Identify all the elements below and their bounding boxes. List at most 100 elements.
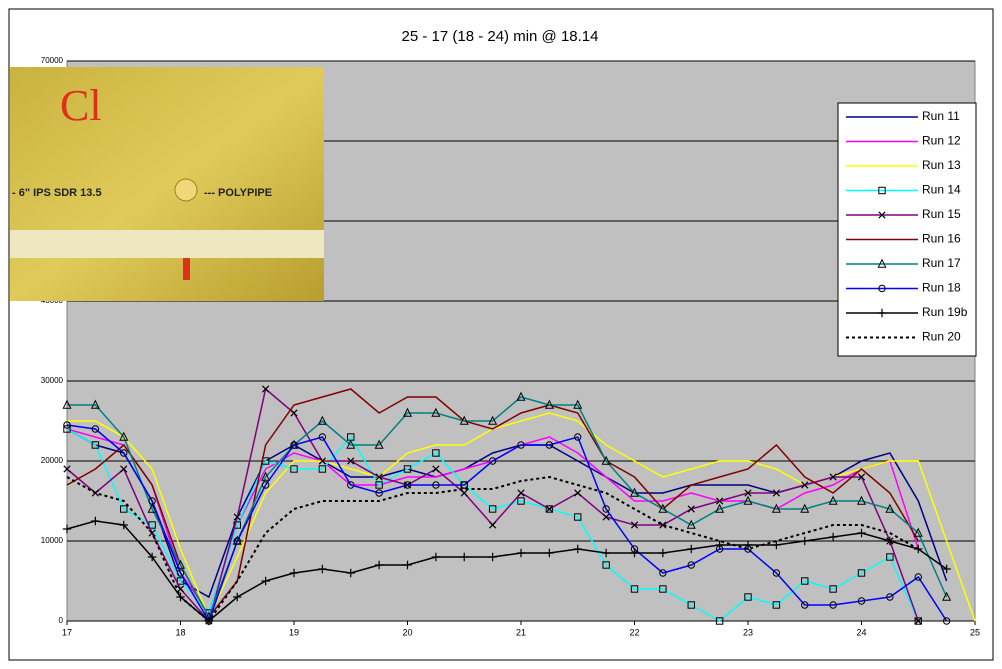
marker bbox=[658, 548, 668, 558]
marker bbox=[403, 481, 412, 489]
legend-label: Run 15 bbox=[922, 207, 961, 221]
marker bbox=[317, 415, 327, 425]
marker bbox=[460, 481, 468, 489]
marker bbox=[743, 495, 753, 505]
series-line bbox=[66, 475, 919, 623]
marker bbox=[431, 407, 441, 417]
marker bbox=[516, 391, 526, 401]
legend-label: Run 17 bbox=[922, 256, 961, 270]
legend-label: Run 18 bbox=[922, 281, 961, 295]
marker bbox=[857, 528, 866, 538]
marker bbox=[346, 439, 356, 449]
x-tick-label: 20 bbox=[402, 627, 412, 637]
x-tick-label: 19 bbox=[289, 627, 299, 637]
marker bbox=[347, 481, 355, 489]
marker bbox=[601, 548, 611, 558]
photo-text: --- POLYPIPE bbox=[204, 187, 272, 199]
marker bbox=[120, 465, 128, 473]
marker bbox=[119, 520, 128, 530]
marker bbox=[658, 503, 668, 513]
series-line bbox=[67, 396, 948, 619]
marker bbox=[517, 441, 525, 449]
x-tick-label: 23 bbox=[743, 627, 753, 637]
marker bbox=[878, 211, 886, 219]
marker bbox=[574, 433, 582, 441]
series-line bbox=[66, 520, 948, 622]
marker bbox=[488, 457, 497, 465]
marker bbox=[147, 503, 157, 513]
x-tick-label: 21 bbox=[516, 627, 526, 637]
marker bbox=[857, 597, 866, 605]
marker bbox=[432, 465, 440, 473]
legend-box bbox=[837, 102, 977, 357]
legend-marker bbox=[878, 284, 886, 293]
marker bbox=[91, 441, 100, 449]
marker bbox=[602, 561, 610, 569]
marker bbox=[800, 503, 810, 513]
marker bbox=[63, 425, 71, 433]
marker bbox=[602, 505, 610, 513]
marker bbox=[942, 564, 951, 574]
marker bbox=[687, 601, 695, 609]
photo-background bbox=[10, 67, 324, 301]
marker bbox=[148, 497, 156, 505]
marker bbox=[601, 455, 611, 465]
marker bbox=[574, 513, 582, 521]
marker bbox=[489, 521, 497, 529]
marker bbox=[743, 540, 753, 550]
legend-label: Run 14 bbox=[922, 183, 961, 197]
series-lines bbox=[62, 385, 976, 626]
x-tick-label: 22 bbox=[629, 627, 639, 637]
photo-text: - 6" IPS SDR 13.5 bbox=[12, 187, 102, 199]
x-tick-label: 17 bbox=[62, 627, 72, 637]
marker bbox=[630, 521, 639, 529]
marker bbox=[914, 617, 922, 625]
marker bbox=[878, 186, 886, 195]
marker bbox=[261, 471, 271, 481]
marker bbox=[176, 569, 185, 577]
marker bbox=[772, 601, 781, 609]
legend-label: Run 16 bbox=[922, 232, 961, 246]
marker bbox=[829, 601, 837, 609]
marker bbox=[176, 577, 185, 585]
marker bbox=[375, 481, 383, 489]
marker bbox=[800, 536, 809, 546]
marker bbox=[545, 505, 554, 513]
marker bbox=[62, 524, 72, 534]
marker bbox=[488, 415, 498, 425]
marker bbox=[885, 536, 895, 546]
legend-marker bbox=[878, 186, 886, 195]
marker bbox=[602, 513, 610, 521]
marker bbox=[289, 568, 299, 578]
marker bbox=[63, 465, 71, 473]
marker bbox=[801, 481, 809, 489]
legend-marker bbox=[877, 308, 887, 318]
marker bbox=[829, 473, 837, 481]
marker bbox=[261, 481, 270, 489]
marker bbox=[771, 503, 781, 513]
marker bbox=[432, 481, 440, 489]
marker bbox=[290, 465, 298, 473]
photo-ruler bbox=[10, 230, 324, 258]
marker bbox=[175, 559, 186, 569]
marker bbox=[878, 284, 886, 293]
marker bbox=[318, 564, 327, 574]
x-tick-label: 18 bbox=[175, 627, 185, 637]
marker bbox=[544, 399, 554, 409]
marker bbox=[62, 399, 72, 409]
legend-label: Run 19b bbox=[922, 305, 968, 319]
marker bbox=[91, 425, 100, 433]
marker bbox=[488, 552, 497, 562]
marker bbox=[290, 441, 298, 449]
marker bbox=[573, 544, 582, 554]
legend-marker bbox=[877, 258, 887, 268]
marker bbox=[432, 449, 440, 457]
marker bbox=[545, 548, 554, 558]
y-tick-label: 70000 bbox=[41, 56, 64, 65]
marker bbox=[517, 497, 525, 505]
y-tick-label: 30000 bbox=[41, 376, 64, 385]
marker bbox=[801, 601, 809, 609]
marker bbox=[687, 561, 695, 569]
marker bbox=[318, 465, 327, 473]
